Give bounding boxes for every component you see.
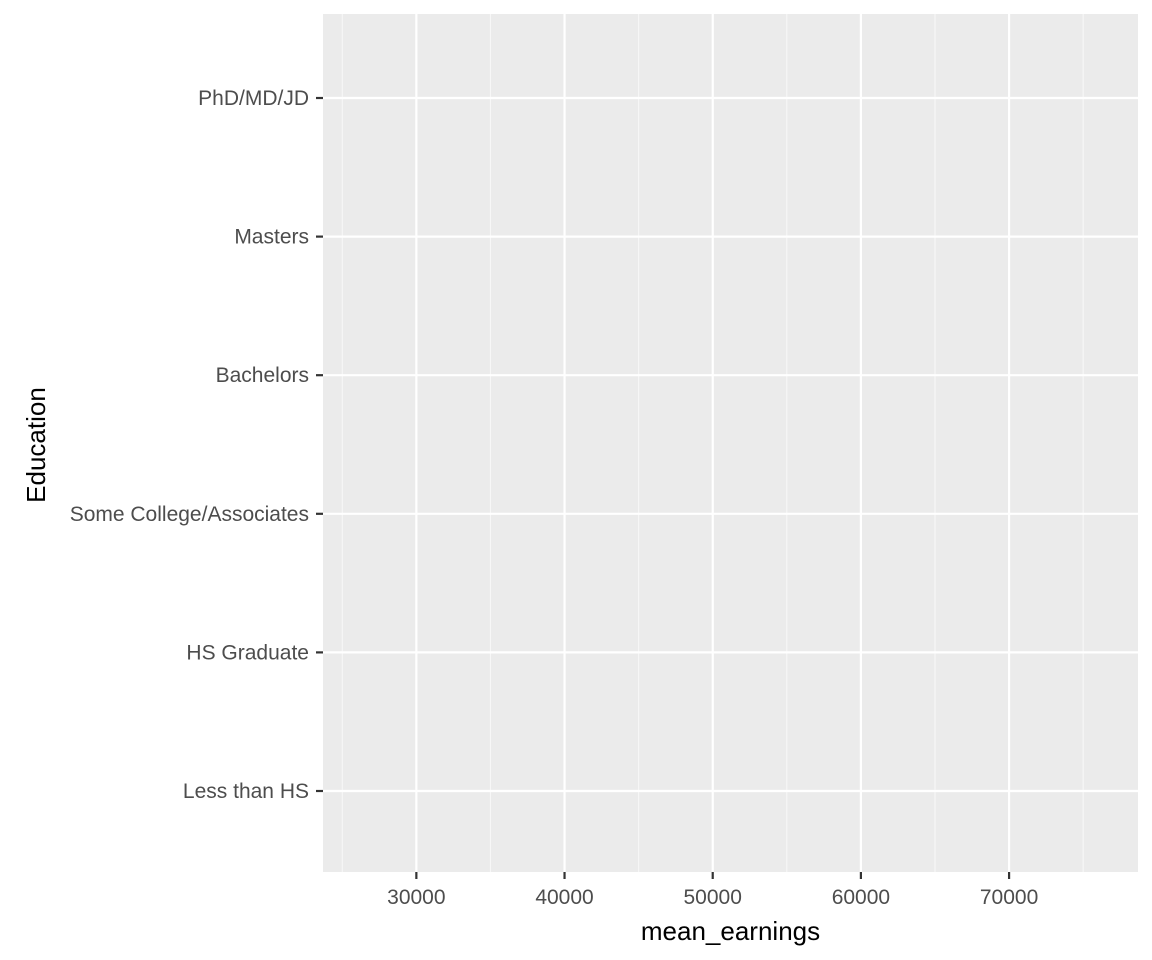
minor-gridlines [341, 14, 1084, 872]
y-tick-label: Bachelors [216, 364, 309, 387]
plot-panel [323, 14, 1138, 872]
x-tick-label: 50000 [684, 886, 742, 909]
x-tick-label: 70000 [980, 886, 1038, 909]
y-axis-title: Education [21, 387, 51, 503]
major-gridlines [323, 14, 1138, 872]
y-axis: Less than HS HS Graduate Some College/Asso… [70, 87, 323, 803]
y-tick-label: HS Graduate [186, 641, 309, 664]
y-tick-label: Masters [234, 226, 309, 249]
x-tick-label: 30000 [387, 886, 445, 909]
y-tick-label: Some College/Associates [70, 503, 309, 526]
y-tick-label: PhD/MD/JD [198, 87, 309, 110]
x-axis-title: mean_earnings [641, 916, 820, 946]
x-tick-label: 60000 [832, 886, 890, 909]
x-tick-label: 40000 [535, 886, 593, 909]
x-axis: 30000 40000 50000 60000 70000 [387, 872, 1038, 909]
y-tick-label: Less than HS [183, 780, 309, 803]
